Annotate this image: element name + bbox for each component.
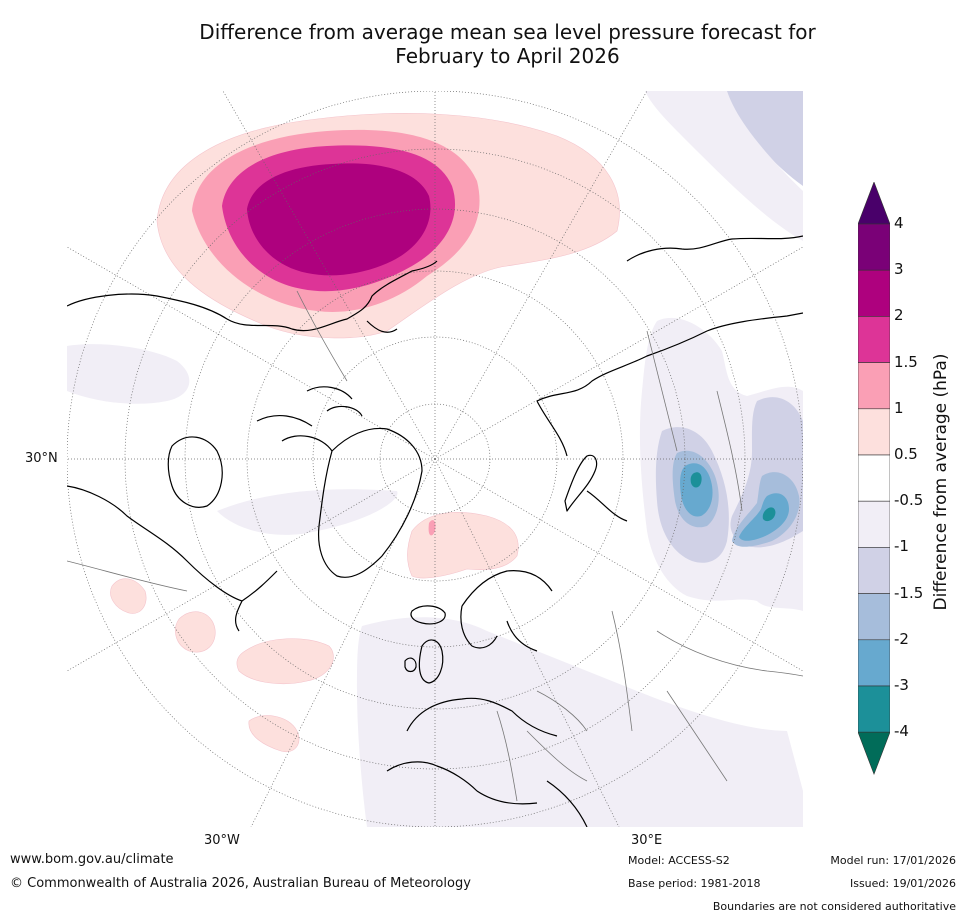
colorbar-graphic [857, 181, 891, 776]
anomaly-neg2-neg3-west [680, 463, 713, 517]
boundary-russia-south [656, 630, 803, 677]
boundary-alaska-canada [296, 290, 348, 382]
colorbar-tick-label: -4 [894, 722, 909, 741]
footer-model-run: Model run: 17/01/2026 [830, 854, 956, 867]
anomaly-neg0.5-neg1-pacific-ne [722, 91, 803, 186]
graticule [67, 91, 803, 827]
label-30n: 30°N [25, 451, 58, 466]
boundary-russia-west [611, 610, 633, 732]
meridian-30e [434, 458, 620, 827]
polar-map [67, 91, 803, 827]
colorbar-level-1 [857, 269, 891, 317]
colorbar-extend-high [857, 181, 891, 225]
colorbar-level-7 [857, 547, 891, 594]
colorbar-tick-label: -1 [894, 537, 909, 556]
coastlines [67, 235, 803, 827]
anomaly-neg0.5-neg1-greenland-strip [217, 489, 398, 535]
coast-hudson-bay [167, 436, 223, 508]
meridian-30w [250, 458, 436, 827]
map-canvas [67, 91, 803, 827]
anomaly-2-3-north-pacific [247, 163, 431, 276]
boundary-europe-2 [526, 730, 588, 782]
anomaly-neg0.5-neg1-bering-edge [645, 91, 803, 241]
map-title: Difference from average mean sea level p… [0, 20, 965, 68]
positive-anomaly-field [110, 113, 620, 753]
coast-chukotka-alaska [366, 235, 803, 333]
coast-british-isles [404, 639, 444, 684]
coast-siberia [536, 312, 803, 522]
colorbar-tick-label: 1.5 [894, 352, 918, 371]
anomaly-1-1.5-norwegian-sea [428, 520, 436, 536]
coast-canadian-archipelago [256, 386, 363, 452]
colorbar-level-8 [857, 593, 891, 641]
colorbar-tick-label: 1 [894, 398, 904, 417]
colorbar-level-6 [857, 500, 891, 548]
anomaly-neg3-neg4-west [690, 472, 702, 488]
coast-novaya-zemlya [564, 454, 598, 512]
boundary-siberia-2 [716, 390, 743, 512]
footer-disclaimer: Boundaries are not considered authoritat… [712, 900, 956, 913]
latitude-circle-60n [246, 270, 624, 648]
colorbar-level-0 [857, 223, 891, 271]
label-30e: 30°E [631, 833, 663, 848]
anomaly-neg0.5-neg1-canada [67, 344, 190, 404]
footer-website[interactable]: www.bom.gov.au/climate [10, 852, 174, 867]
colorbar-level-4 [857, 408, 891, 456]
footer-model: Model: ACCESS-S2 [628, 854, 730, 867]
colorbar-extend-low [857, 731, 891, 776]
colorbar-tick-label: 2 [894, 306, 904, 325]
footer-base-period: Base period: 1981-2018 [628, 877, 761, 890]
coast-north-america [67, 260, 438, 632]
colorbar-level-10 [857, 685, 891, 733]
colorbar-tick-label: 3 [894, 260, 904, 279]
colorbar-level-5 [857, 454, 891, 502]
country-boundaries [67, 290, 803, 802]
latitude-circle-70n [312, 336, 558, 582]
anomaly-0.5-1-atlantic-4 [248, 715, 300, 753]
coast-greenland [317, 427, 423, 578]
boundary-siberia-1 [646, 330, 678, 452]
anomaly-0.5-1-atlantic-2 [175, 611, 216, 653]
colorbar-tick-label: -2 [894, 629, 909, 648]
colorbar-tick-label: -1.5 [894, 583, 924, 602]
coast-iceland [410, 605, 446, 625]
anomaly-neg3-neg4-east [762, 507, 776, 522]
label-30w: 30°W [204, 833, 240, 848]
boundary-europe-1 [496, 710, 518, 802]
footer-issued: Issued: 19/01/2026 [849, 877, 956, 890]
footer-copyright: © Commonwealth of Australia 2026, Austra… [10, 876, 471, 891]
colorbar-title: Difference from average (hPa) [931, 353, 951, 611]
colorbar-level-9 [857, 639, 891, 687]
colorbar [857, 181, 891, 786]
colorbar-tick-label: -0.5 [894, 491, 924, 510]
title-line-2: February to April 2026 [395, 44, 620, 68]
boundary-central-asia [666, 690, 728, 782]
anomaly-0.5-1-atlantic-1 [110, 578, 147, 614]
colorbar-level-3 [857, 362, 891, 410]
boundary-europe-3 [536, 690, 588, 732]
title-line-1: Difference from average mean sea level p… [199, 20, 816, 44]
colorbar-tick-label: -3 [894, 676, 909, 694]
colorbar-level-2 [857, 316, 891, 363]
colorbar-tick-label: 4 [894, 214, 904, 232]
coast-scandinavia [460, 570, 553, 652]
coast-europe [386, 697, 588, 827]
colorbar-tick-label: 0.5 [894, 445, 918, 463]
boundary-canada-usa [67, 560, 188, 592]
anomaly-0.5-1-atlantic-3 [236, 638, 334, 685]
